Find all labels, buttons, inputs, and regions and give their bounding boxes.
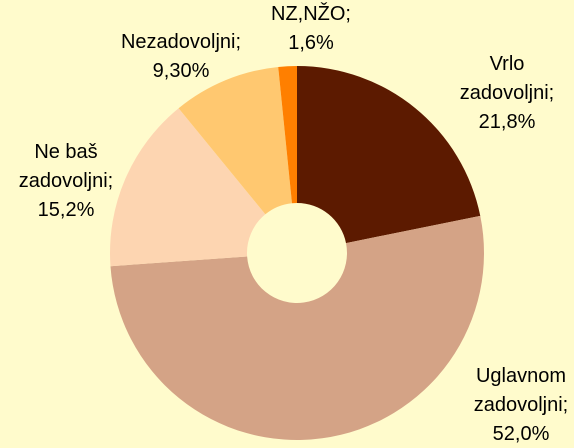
value-label: 9,30% (153, 60, 210, 82)
label-line: zadovoljni; (460, 82, 555, 104)
slice-label: NZ,NŽO; (271, 2, 351, 25)
slice (110, 215, 485, 440)
value-label: 15,2% (38, 199, 95, 221)
label-line: NZ,NŽO; (271, 2, 351, 25)
label-line: Ne baš (34, 141, 97, 163)
slice (178, 66, 292, 215)
slice-label: Vrlo zadovoljni; (460, 53, 555, 104)
slice-label: Nezadovoljni; (121, 31, 241, 53)
label-line: zadovoljni; (474, 394, 569, 416)
value-label: 21,8% (479, 111, 536, 133)
label-line: zadovoljni; (19, 170, 114, 192)
label-line: Vrlo (490, 53, 525, 75)
label-line: Uglavnom (476, 365, 566, 387)
slice-label: Uglavnom zadovoljni; (474, 365, 569, 416)
label-line: Nezadovoljni; (121, 31, 241, 53)
slice (110, 108, 266, 267)
value-label: 52,0% (493, 423, 550, 445)
slice (297, 66, 481, 244)
value-label: 1,6% (288, 32, 334, 54)
slice (278, 66, 297, 204)
slice-label: Ne baš zadovoljni; (19, 141, 114, 192)
